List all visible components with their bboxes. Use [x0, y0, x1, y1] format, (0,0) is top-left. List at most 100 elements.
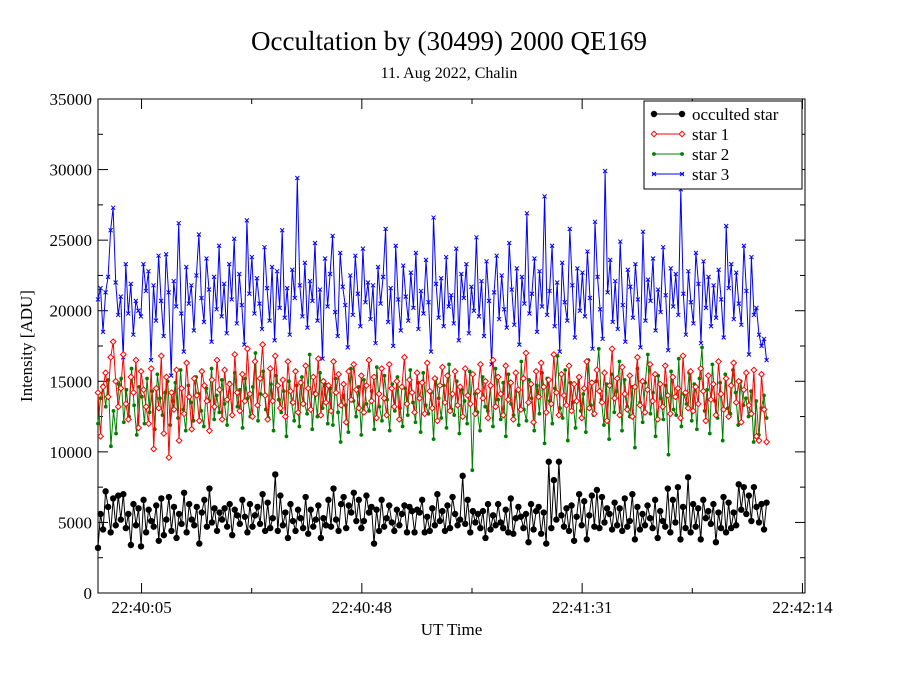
data-point — [206, 485, 213, 492]
data-point — [129, 389, 137, 397]
data-point — [279, 376, 287, 384]
data-point — [565, 362, 573, 370]
data-point — [94, 389, 102, 397]
data-point — [583, 358, 591, 366]
data-point — [239, 302, 245, 308]
data-point — [385, 319, 391, 325]
data-point — [661, 417, 666, 422]
data-point — [639, 510, 646, 518]
data-point — [547, 288, 552, 294]
data-point — [651, 370, 659, 378]
data-point — [353, 517, 360, 525]
data-point — [563, 401, 571, 409]
data-point — [317, 287, 323, 292]
data-point — [107, 353, 115, 361]
data-point — [606, 382, 614, 390]
data-point — [727, 524, 735, 532]
data-point — [670, 304, 676, 309]
data-point — [99, 383, 107, 391]
data-point — [613, 374, 621, 382]
data-point — [297, 514, 304, 522]
data-point — [221, 281, 227, 287]
data-point — [552, 323, 558, 329]
data-point — [142, 529, 150, 536]
data-point — [307, 406, 315, 414]
data-point — [603, 505, 611, 512]
data-point — [340, 284, 346, 290]
data-point — [124, 415, 132, 423]
data-point — [160, 413, 165, 418]
data-point — [304, 384, 312, 392]
data-point — [645, 277, 651, 283]
data-point — [236, 407, 244, 415]
data-point — [274, 527, 282, 535]
data-point — [408, 389, 416, 397]
data-point — [747, 410, 755, 418]
data-point — [403, 294, 409, 299]
data-point — [679, 424, 684, 429]
data-point — [178, 384, 186, 392]
data-point — [390, 343, 396, 349]
data-point — [537, 411, 542, 416]
data-point — [611, 394, 619, 402]
data-point — [665, 347, 671, 353]
data-point — [451, 367, 459, 375]
data-point — [527, 377, 531, 382]
data-point — [297, 379, 305, 387]
data-point — [138, 314, 144, 319]
data-point — [170, 503, 178, 511]
data-point — [738, 322, 744, 328]
data-point — [259, 491, 266, 498]
data-point — [233, 389, 241, 397]
data-point — [314, 355, 322, 363]
data-point — [573, 397, 581, 405]
data-point — [683, 332, 689, 338]
data-point — [364, 401, 369, 406]
data-point — [107, 529, 114, 536]
y-tick-label: 35000 — [50, 90, 93, 109]
data-point — [474, 510, 482, 518]
data-point — [688, 299, 694, 305]
data-point — [400, 263, 406, 268]
data-point — [496, 397, 501, 402]
data-point — [375, 264, 381, 270]
data-point — [426, 527, 433, 535]
data-point — [446, 524, 454, 532]
data-point — [640, 420, 645, 425]
data-point — [456, 338, 462, 343]
data-point — [555, 458, 563, 465]
data-point — [125, 311, 131, 316]
data-point — [421, 410, 429, 418]
data-point — [342, 524, 350, 532]
data-point — [577, 308, 583, 314]
data-point — [269, 397, 277, 405]
data-point — [201, 424, 206, 429]
data-point — [694, 505, 702, 512]
data-point — [271, 352, 279, 360]
y-tick-label: 10000 — [50, 443, 93, 462]
data-point — [429, 505, 436, 512]
data-point — [669, 373, 677, 381]
data-point — [418, 288, 424, 294]
data-point — [494, 253, 499, 259]
data-point — [405, 318, 411, 323]
data-point — [656, 380, 664, 388]
data-point — [173, 534, 180, 542]
data-point — [222, 401, 227, 406]
data-point — [672, 519, 679, 526]
data-point — [507, 379, 515, 387]
y-axis: 0 5000 10000 15000 20000 25000 30000 35000 — [50, 90, 805, 603]
data-point — [103, 290, 108, 295]
data-point — [246, 390, 254, 398]
data-point — [476, 360, 484, 368]
data-point — [746, 352, 752, 357]
data-point — [707, 431, 712, 436]
legend-marker — [650, 130, 658, 138]
data-point — [428, 404, 436, 412]
data-point — [636, 401, 644, 409]
data-point — [413, 420, 418, 425]
data-point — [211, 274, 217, 280]
data-point — [347, 396, 355, 404]
data-point — [185, 393, 193, 401]
data-point — [212, 417, 217, 422]
